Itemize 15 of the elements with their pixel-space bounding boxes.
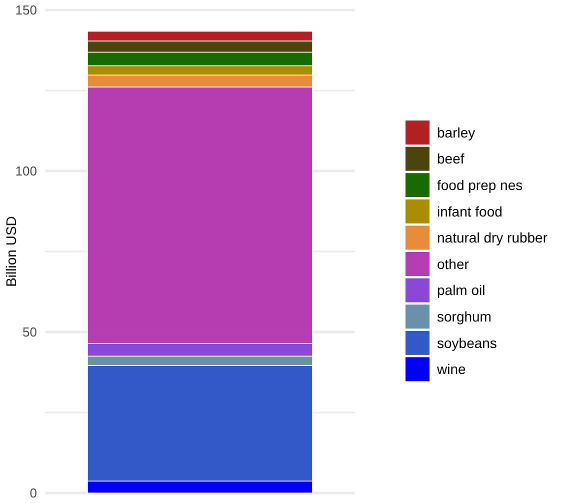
legend-label: beef: [437, 150, 464, 167]
y-tick-label: 0: [30, 486, 37, 501]
y-tick-label: 100: [15, 164, 37, 179]
legend-label: sorghum: [437, 308, 492, 324]
legend-label: infant food: [437, 203, 502, 220]
legend-label: natural dry rubber: [437, 230, 548, 246]
legend-label: wine: [436, 361, 466, 378]
legend-label: other: [437, 256, 470, 272]
y-tick-label: 50: [22, 324, 37, 340]
legend-label: barley: [437, 124, 476, 140]
y-tick-label: 150: [15, 2, 37, 18]
y-axis-title: Billion USD: [3, 216, 19, 287]
legend-label: food prep nes: [437, 177, 523, 193]
legend-label: soybeans: [437, 334, 497, 351]
legend-label: palm oil: [437, 282, 486, 298]
